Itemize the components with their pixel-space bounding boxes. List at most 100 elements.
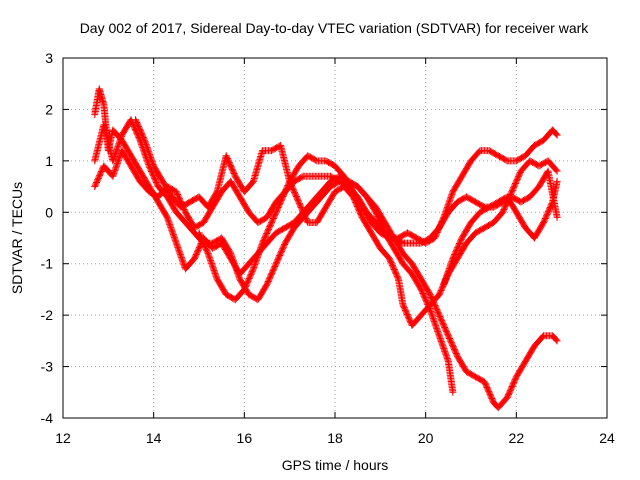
data-point-marker (149, 159, 157, 167)
data-point-marker (168, 226, 176, 234)
x-tick-label: 12 (55, 430, 71, 446)
data-point-marker (435, 332, 443, 340)
data-point-marker (445, 265, 453, 273)
data-point-marker (110, 169, 118, 177)
data-point-marker (167, 223, 175, 231)
data-point-marker (254, 251, 262, 259)
data-point-marker (179, 258, 187, 266)
data-point-marker (255, 249, 263, 257)
data-point-marker (165, 218, 173, 226)
data-point-marker (553, 213, 561, 221)
data-point-marker (144, 145, 152, 153)
data-point-marker (146, 152, 154, 160)
data-point-marker (115, 154, 123, 162)
data-point-marker (167, 225, 175, 233)
data-point-marker (205, 251, 213, 259)
data-point-marker (207, 258, 215, 266)
data-point-marker (553, 337, 561, 345)
data-point-marker (163, 213, 171, 221)
data-point-marker (143, 143, 151, 151)
series-track-2 (91, 116, 457, 396)
data-point-marker (232, 264, 240, 272)
data-point-marker (209, 264, 217, 272)
data-point-marker (227, 251, 235, 259)
y-tick-label: -1 (41, 256, 54, 272)
data-point-marker (256, 245, 264, 253)
x-tick-label: 16 (237, 430, 253, 446)
data-point-marker (443, 270, 451, 278)
data-point-marker (164, 216, 172, 224)
data-point-marker (115, 140, 123, 148)
data-point-marker (432, 322, 440, 330)
data-point-marker (177, 252, 185, 260)
data-point-marker (436, 335, 444, 343)
data-point-marker (114, 157, 122, 165)
data-point-marker (553, 131, 561, 139)
data-point-marker (440, 346, 448, 354)
data-point-marker (177, 253, 185, 261)
data-point-marker (427, 309, 435, 317)
data-point-marker (113, 145, 121, 153)
data-point-marker (444, 201, 452, 209)
data-point-marker (172, 238, 180, 246)
data-point-marker (428, 310, 436, 318)
data-point-marker (144, 146, 152, 154)
data-point-marker (166, 222, 174, 230)
data-point-marker (116, 137, 124, 145)
data-point-marker (178, 255, 186, 263)
data-point-marker (441, 349, 449, 357)
data-point-marker (394, 274, 402, 282)
data-point-marker (210, 265, 218, 273)
data-point-marker (116, 135, 124, 143)
data-point-marker (439, 343, 447, 351)
data-point-marker (114, 141, 122, 149)
data-point-marker (174, 243, 182, 251)
data-point-marker (429, 313, 437, 321)
data-point-marker (445, 199, 453, 207)
data-point-marker (115, 155, 123, 163)
data-point-marker (231, 262, 239, 270)
y-tick-label: 0 (45, 204, 53, 220)
data-point-marker (428, 312, 436, 320)
data-point-marker (447, 259, 455, 267)
chart-title: Day 002 of 2017, Sidereal Day-to-day VTE… (80, 20, 590, 36)
data-point-marker (431, 320, 439, 328)
data-point-marker (230, 259, 238, 267)
data-point-marker (229, 255, 237, 263)
data-point-marker (205, 252, 213, 260)
data-point-marker (437, 337, 445, 345)
data-point-marker (111, 165, 119, 173)
data-point-marker (145, 149, 153, 157)
data-point-marker (442, 273, 450, 281)
data-point-marker (173, 241, 181, 249)
data-point-marker (442, 208, 450, 216)
data-point-marker (176, 249, 184, 257)
data-point-marker (250, 263, 258, 271)
data-point-marker (233, 267, 241, 275)
x-tick-label: 22 (509, 430, 525, 446)
data-point-marker (114, 143, 122, 151)
data-point-marker (447, 193, 455, 201)
data-point-marker (212, 271, 220, 279)
data-point-marker (171, 236, 179, 244)
data-point-marker (438, 340, 446, 348)
data-point-marker (148, 158, 156, 166)
data-point-marker (113, 159, 121, 167)
series-track-6 (440, 177, 561, 288)
data-point-marker (251, 259, 259, 267)
data-point-marker (169, 231, 177, 239)
data-point-marker (433, 325, 441, 333)
data-point-marker (445, 266, 453, 274)
data-point-marker (552, 130, 560, 138)
grid-lines (63, 58, 607, 418)
data-point-marker (438, 339, 446, 347)
data-point-marker (165, 219, 173, 227)
data-point-marker (170, 232, 178, 240)
data-point-marker (166, 221, 174, 229)
data-point-marker (235, 272, 243, 280)
y-tick-label: -3 (41, 359, 54, 375)
y-tick-label: 3 (45, 50, 53, 66)
data-point-marker (256, 246, 264, 254)
data-point-marker (209, 262, 217, 270)
data-point-marker (170, 233, 178, 241)
